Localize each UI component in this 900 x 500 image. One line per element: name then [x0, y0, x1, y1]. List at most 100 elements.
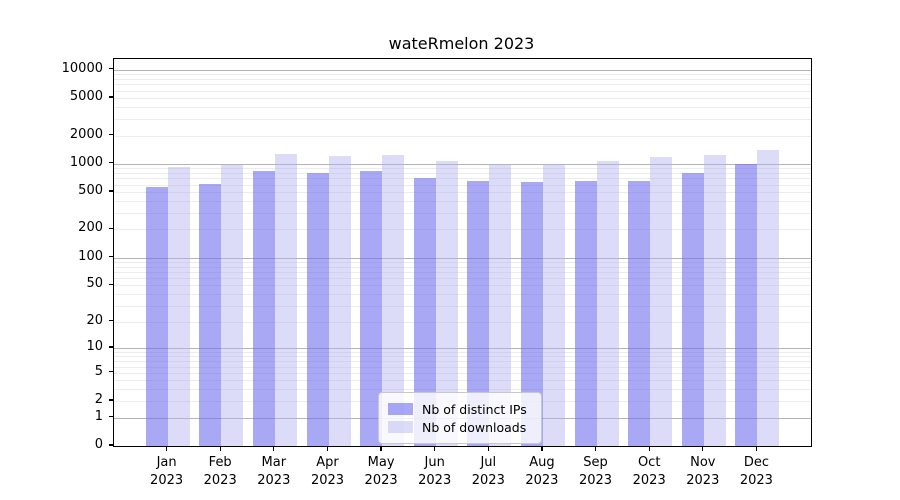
y-tick-mark — [109, 346, 114, 348]
x-tick-label: Apr 2023 — [310, 455, 345, 488]
bar-downloads — [650, 157, 673, 446]
bar-downloads — [596, 161, 619, 446]
x-tick-label: Jan 2023 — [150, 455, 184, 488]
x-tick-label: Sep 2023 — [578, 455, 613, 488]
y-tick-mark — [109, 371, 114, 373]
decade-gridline — [114, 69, 811, 71]
bar-downloads — [703, 155, 726, 446]
x-tick-mark — [165, 446, 168, 451]
minor-gridline — [114, 285, 811, 287]
minor-gridline — [114, 74, 811, 75]
legend-label-downloads: Nb of downloads — [422, 419, 527, 435]
y-tick-label: 5 — [94, 363, 103, 379]
y-tick-label: 10 — [86, 339, 103, 354]
y-tick-mark — [109, 227, 114, 229]
x-tick-label: Aug 2023 — [525, 455, 559, 488]
bar-distinct-ips — [306, 173, 329, 446]
y-tick-mark — [109, 416, 114, 418]
y-tick-mark — [109, 68, 114, 70]
minor-gridline — [114, 271, 811, 273]
x-tick-mark — [487, 446, 489, 451]
decade-gridline — [114, 163, 811, 165]
legend-row-distinct-ips: Nb of distinct IPs — [388, 401, 532, 417]
y-tick-mark — [109, 255, 114, 258]
minor-gridline — [114, 84, 811, 86]
minor-gridline — [114, 229, 811, 231]
minor-gridline — [114, 78, 811, 80]
downloads-swatch-icon — [388, 421, 413, 433]
minor-gridline — [114, 372, 811, 374]
bar-distinct-ips — [628, 181, 651, 446]
decade-gridline — [114, 348, 811, 349]
minor-gridline — [114, 361, 811, 362]
minor-gridline — [114, 261, 811, 263]
x-tick-label: Jul 2023 — [471, 455, 505, 488]
legend-row-downloads: Nb of downloads — [388, 419, 532, 435]
bar-distinct-ips — [574, 180, 597, 446]
minor-gridline — [114, 192, 811, 193]
minor-gridline — [114, 278, 811, 280]
x-tick-label: Mar 2023 — [257, 455, 291, 488]
y-tick-mark — [109, 133, 114, 136]
bar-distinct-ips — [145, 186, 168, 446]
y-tick-label: 5000 — [69, 89, 103, 104]
distinct-ips-swatch-icon — [388, 403, 413, 415]
y-tick-label: 2 — [94, 392, 103, 408]
minor-gridline — [114, 178, 811, 180]
minor-gridline — [114, 118, 811, 120]
y-tick-mark — [109, 444, 114, 446]
minor-gridline — [114, 172, 811, 174]
y-tick-mark — [109, 190, 114, 192]
bar-distinct-ips — [681, 172, 704, 446]
decade-gridline — [114, 257, 811, 259]
bar-distinct-ips — [467, 180, 490, 446]
y-tick-mark — [109, 162, 114, 164]
minor-gridline — [114, 266, 811, 268]
minor-gridline — [114, 356, 811, 358]
minor-gridline — [114, 380, 811, 382]
y-tick-label: 1 — [94, 408, 103, 424]
bar-downloads — [167, 166, 190, 446]
x-tick-label: Dec 2023 — [739, 455, 773, 488]
bar-distinct-ips — [252, 170, 275, 446]
x-tick-label: May 2023 — [364, 455, 398, 488]
y-tick-mark — [109, 96, 114, 98]
minor-gridline — [114, 366, 811, 368]
x-tick-mark — [594, 446, 597, 451]
y-tick-label: 0 — [94, 437, 103, 452]
x-tick-label: Nov 2023 — [686, 455, 720, 488]
bar-distinct-ips — [360, 170, 383, 446]
y-tick-label: 50 — [86, 276, 103, 292]
x-tick-mark — [380, 446, 382, 451]
y-tick-label: 1000 — [69, 154, 103, 170]
x-tick-mark — [219, 446, 221, 451]
bar-downloads — [328, 155, 351, 446]
minor-gridline — [114, 389, 811, 391]
y-tick-label: 10000 — [61, 60, 103, 76]
bar-distinct-ips — [520, 181, 543, 446]
y-tick-label: 500 — [78, 183, 103, 198]
bar-distinct-ips — [735, 163, 758, 446]
bar-downloads — [274, 153, 297, 446]
x-tick-mark — [702, 446, 704, 451]
bar-distinct-ips — [413, 177, 436, 446]
x-tick-mark — [648, 446, 650, 451]
y-tick-mark — [109, 319, 114, 322]
bar-downloads — [221, 164, 244, 446]
y-tick-label: 2000 — [69, 126, 103, 142]
minor-gridline — [114, 321, 811, 323]
bar-downloads — [757, 149, 780, 446]
x-tick-mark — [434, 446, 436, 451]
x-tick-label: Oct 2023 — [632, 455, 666, 488]
minor-gridline — [114, 107, 811, 109]
minor-gridline — [114, 98, 811, 99]
x-tick-mark — [273, 446, 275, 451]
minor-gridline — [114, 351, 811, 353]
x-tick-label: Feb 2023 — [203, 455, 237, 488]
minor-gridline — [114, 212, 811, 214]
bar-downloads — [382, 154, 405, 446]
minor-gridline — [114, 168, 811, 170]
minor-gridline — [114, 294, 811, 296]
y-tick-mark — [109, 399, 114, 401]
